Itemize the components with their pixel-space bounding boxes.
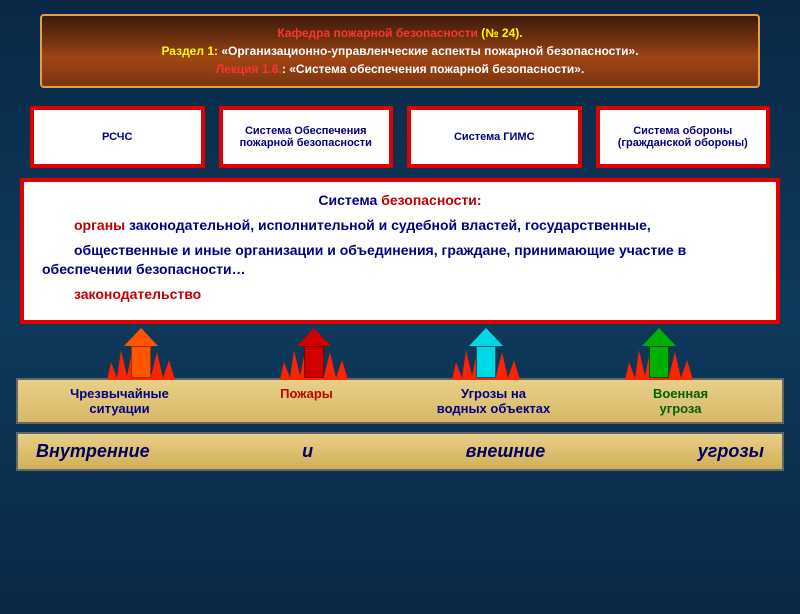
- top-boxes-row: РСЧС Система Обеспечения пожарной безопа…: [30, 106, 770, 168]
- header-line-2: Раздел 1: «Организационно-управленческие…: [54, 42, 746, 60]
- main-p1: органы законодательной, исполнительной и…: [42, 216, 758, 235]
- header-panel: Кафедра пожарной безопасности (№ 24). Ра…: [40, 14, 760, 88]
- main-title: Система безопасности:: [42, 192, 758, 208]
- bottom-w4: угрозы: [698, 441, 764, 462]
- arrows-row: [55, 328, 745, 378]
- bottom-w2: и: [302, 441, 313, 462]
- threats-panel: Чрезвычайныеситуации Пожары Угрозы навод…: [16, 378, 784, 424]
- bottom-w1: Внутренние: [36, 441, 150, 462]
- header-line-1: Кафедра пожарной безопасности (№ 24).: [54, 24, 746, 42]
- threat-fires: Пожары: [213, 386, 400, 416]
- box-fire-safety: Система Обеспечения пожарной безопасност…: [219, 106, 394, 168]
- arrow-3: [456, 328, 516, 378]
- box-gims: Система ГИМС: [407, 106, 582, 168]
- main-p3: законодательство: [42, 285, 758, 304]
- bottom-w3: внешние: [466, 441, 546, 462]
- bottom-panel: Внутренние и внешние угрозы: [16, 432, 784, 471]
- main-panel: Система безопасности: органы законодател…: [20, 178, 780, 324]
- arrow-4: [629, 328, 689, 378]
- threat-military: Военнаяугроза: [587, 386, 774, 416]
- box-rschs: РСЧС: [30, 106, 205, 168]
- arrow-1: [111, 328, 171, 378]
- arrow-2: [284, 328, 344, 378]
- header-line-3: Лекция 1.6.: «Система обеспечения пожарн…: [54, 60, 746, 78]
- main-p2: общественные и иные организации и объеди…: [42, 241, 758, 279]
- threat-water: Угрозы наводных объектах: [400, 386, 587, 416]
- box-defense: Система обороны (гражданской обороны): [596, 106, 771, 168]
- threat-emergency: Чрезвычайныеситуации: [26, 386, 213, 416]
